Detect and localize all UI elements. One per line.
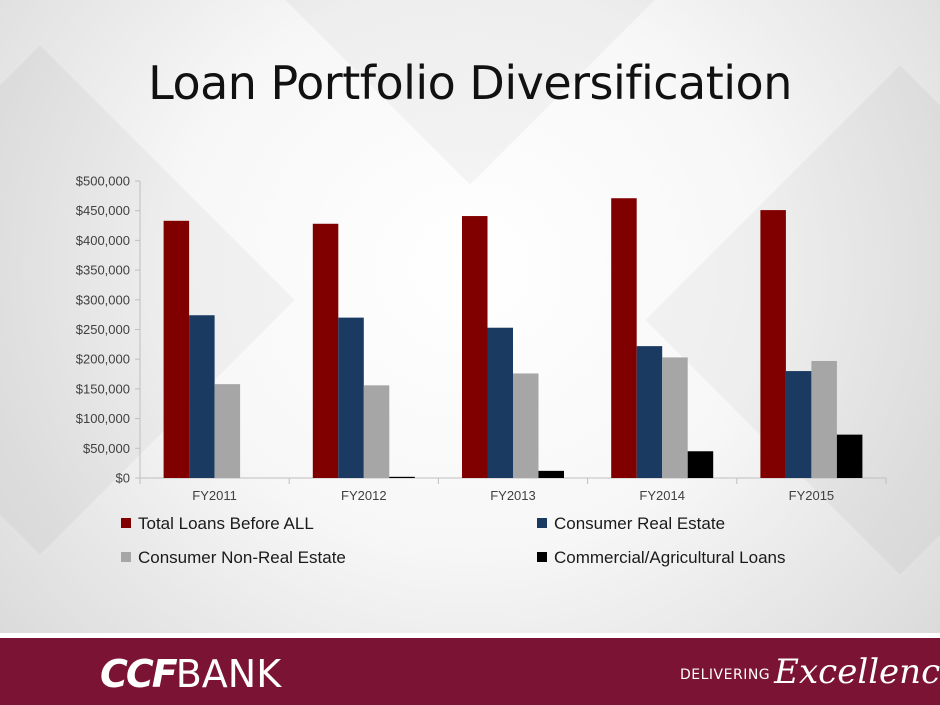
y-tick-label: $250,000: [76, 322, 130, 337]
bar-commercial-agricultural-loans-fy2013: [538, 470, 564, 478]
bar-consumer-non-real-estate-fy2015: [811, 360, 837, 478]
bar-total-loans-before-all-fy2014: [611, 198, 637, 478]
y-tick-label: $450,000: [76, 203, 130, 218]
bar-total-loans-before-all-fy2012: [312, 223, 339, 478]
bar-chart: $0 $50,000 $100,000 $150,000 $200,000 $250,00…: [76, 174, 887, 567]
legend-swatch: [121, 552, 131, 562]
tagline-delivering: DELIVERING: [680, 667, 771, 683]
bar-commercial-agricultural-loans-fy2015: [836, 434, 863, 478]
legend-label: Consumer Non-Real Estate: [138, 548, 346, 567]
tagline-excellence: Excellence: [774, 652, 940, 692]
y-tick-label: $100,000: [76, 411, 130, 426]
x-tick-label: FY2012: [341, 488, 387, 503]
legend-label: Commercial/Agricultural Loans: [554, 548, 785, 567]
y-tick-label: $500,000: [76, 174, 130, 189]
legend-swatch: [121, 518, 131, 528]
bar-consumer-real-estate-fy2013: [487, 327, 513, 478]
y-tick-label: $400,000: [76, 233, 130, 248]
legend-swatch: [537, 552, 547, 562]
bar-total-loans-before-all-fy2013: [462, 216, 488, 478]
legend-label: Total Loans Before ALL: [138, 514, 314, 533]
footer-divider: [0, 633, 940, 638]
y-tick-label: $50,000: [83, 441, 130, 456]
bar-commercial-agricultural-loans-fy2014: [687, 451, 714, 478]
y-tick-label: $350,000: [76, 263, 130, 278]
y-tick-label: $150,000: [76, 381, 130, 396]
legend-swatch: [537, 518, 547, 528]
y-tick-label: $200,000: [76, 352, 130, 367]
logo-ccf-text: CCF: [100, 652, 178, 696]
bar-commercial-agricultural-loans-fy2012: [389, 476, 415, 478]
y-tick-label: $300,000: [76, 292, 130, 307]
bar-consumer-real-estate-fy2012: [338, 317, 364, 478]
bar-consumer-non-real-estate-fy2012: [363, 385, 390, 478]
x-tick-label: FY2015: [789, 488, 835, 503]
bar-total-loans-before-all-fy2011: [163, 220, 190, 478]
x-tick-label: FY2013: [490, 488, 536, 503]
bar-total-loans-before-all-fy2015: [760, 210, 786, 478]
ccf-bank-logo: CCF BANK: [100, 652, 282, 696]
y-tick-label: $0: [116, 471, 130, 486]
tagline: DELIVERING Excellence: [680, 650, 940, 694]
x-tick-label: FY2011: [192, 488, 237, 503]
bar-consumer-non-real-estate-fy2013: [513, 373, 539, 478]
legend-label: Consumer Real Estate: [554, 514, 725, 533]
bar-consumer-real-estate-fy2015: [785, 371, 812, 478]
bar-consumer-non-real-estate-fy2014: [662, 357, 688, 478]
bar-consumer-non-real-estate-fy2011: [214, 384, 241, 478]
logo-bank-text: BANK: [175, 652, 282, 696]
x-tick-label: FY2014: [639, 488, 685, 503]
bar-consumer-real-estate-fy2011: [189, 315, 215, 478]
slide-title: Loan Portfolio Diversification: [148, 56, 792, 110]
footer-bar: [0, 638, 940, 705]
bar-consumer-real-estate-fy2014: [636, 346, 663, 478]
